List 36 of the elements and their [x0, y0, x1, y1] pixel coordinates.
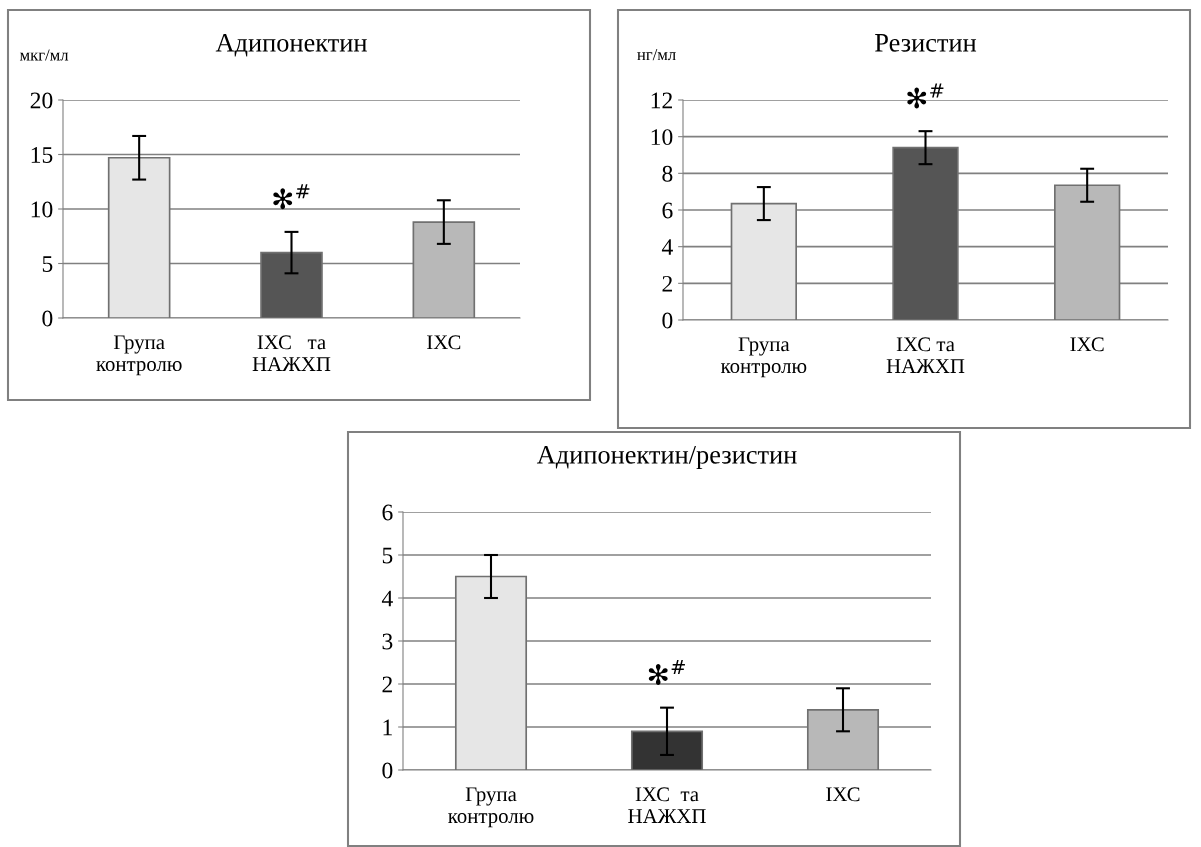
y-tick-label: 6 — [382, 504, 393, 521]
y-tick-label: 15 — [31, 147, 53, 163]
y-tick-label: 8 — [662, 165, 673, 182]
chart-title: Адипонектин/резистин — [536, 445, 797, 470]
x-tick-label: ІХС та НАЖХП — [252, 335, 331, 371]
x-tick-label: Група контролю — [448, 787, 534, 828]
y-axis-title: нг/мл — [637, 49, 676, 61]
x-tick-label: ІХС — [826, 787, 860, 802]
y-tick-label: 0 — [662, 312, 673, 329]
y-tick-label: 20 — [30, 92, 53, 109]
y-tick-label: 10 — [31, 201, 53, 218]
y-tick-label: 5 — [42, 256, 53, 272]
y-tick-label: 4 — [381, 590, 393, 607]
y-tick-label: 6 — [662, 202, 673, 219]
x-tick-label: ІХС та НАЖХП — [628, 787, 706, 823]
x-tick-label: Група контролю — [96, 335, 182, 376]
y-tick-label: 3 — [382, 633, 393, 650]
x-tick-label: ІХС — [1070, 337, 1104, 352]
chart-title: Резистин — [875, 34, 977, 52]
chart-title: Адипонектин — [215, 33, 367, 57]
y-axis-title: мкг/мл — [19, 49, 69, 61]
annotation: ✻$^{#}$ — [273, 184, 310, 210]
y-tick-label: 12 — [651, 92, 672, 109]
x-tick-label: ІХС — [427, 335, 461, 350]
y-tick-label: 1 — [383, 719, 392, 736]
y-tick-label: 2 — [382, 676, 392, 693]
x-tick-label: Група контролю — [720, 337, 807, 378]
y-tick-label: 10 — [651, 129, 673, 146]
annotation: ✻$^{#}$ — [648, 660, 685, 686]
x-tick-label: ІХС та НАЖХП — [886, 337, 965, 373]
y-tick-label: 0 — [42, 310, 53, 327]
y-tick-label: 4 — [661, 239, 673, 255]
y-tick-label: 2 — [662, 275, 672, 292]
y-tick-label: 5 — [382, 547, 393, 564]
y-tick-label: 0 — [382, 762, 393, 779]
annotation: ✻$^{#}$ — [907, 83, 944, 109]
